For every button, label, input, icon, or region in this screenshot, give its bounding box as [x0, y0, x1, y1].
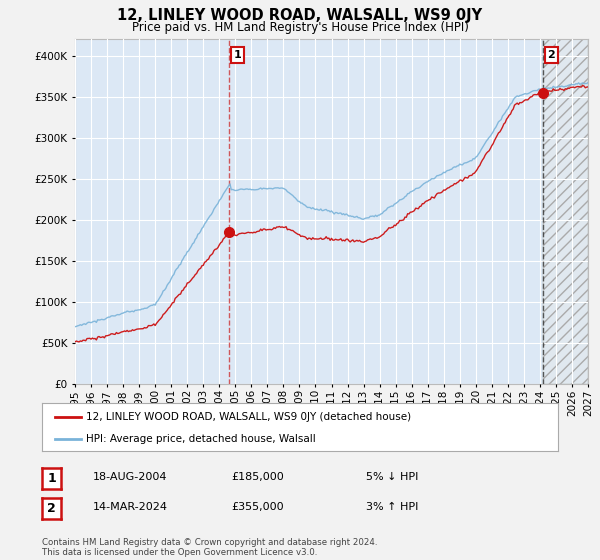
Text: 14-MAR-2024: 14-MAR-2024: [93, 502, 168, 512]
Text: 1: 1: [233, 50, 241, 60]
Bar: [542, 39, 588, 384]
Text: 12, LINLEY WOOD ROAD, WALSALL, WS9 0JY: 12, LINLEY WOOD ROAD, WALSALL, WS9 0JY: [118, 8, 482, 24]
Text: 1: 1: [47, 472, 56, 486]
Text: Contains HM Land Registry data © Crown copyright and database right 2024.
This d: Contains HM Land Registry data © Crown c…: [42, 538, 377, 557]
Text: 2: 2: [547, 50, 555, 60]
Text: £185,000: £185,000: [231, 472, 284, 482]
Text: 2: 2: [47, 502, 56, 515]
Text: 18-AUG-2004: 18-AUG-2004: [93, 472, 167, 482]
Text: 3% ↑ HPI: 3% ↑ HPI: [366, 502, 418, 512]
Text: HPI: Average price, detached house, Walsall: HPI: Average price, detached house, Wals…: [86, 434, 316, 444]
Text: Price paid vs. HM Land Registry's House Price Index (HPI): Price paid vs. HM Land Registry's House …: [131, 21, 469, 34]
Text: 12, LINLEY WOOD ROAD, WALSALL, WS9 0JY (detached house): 12, LINLEY WOOD ROAD, WALSALL, WS9 0JY (…: [86, 412, 411, 422]
Text: 5% ↓ HPI: 5% ↓ HPI: [366, 472, 418, 482]
Text: £355,000: £355,000: [231, 502, 284, 512]
